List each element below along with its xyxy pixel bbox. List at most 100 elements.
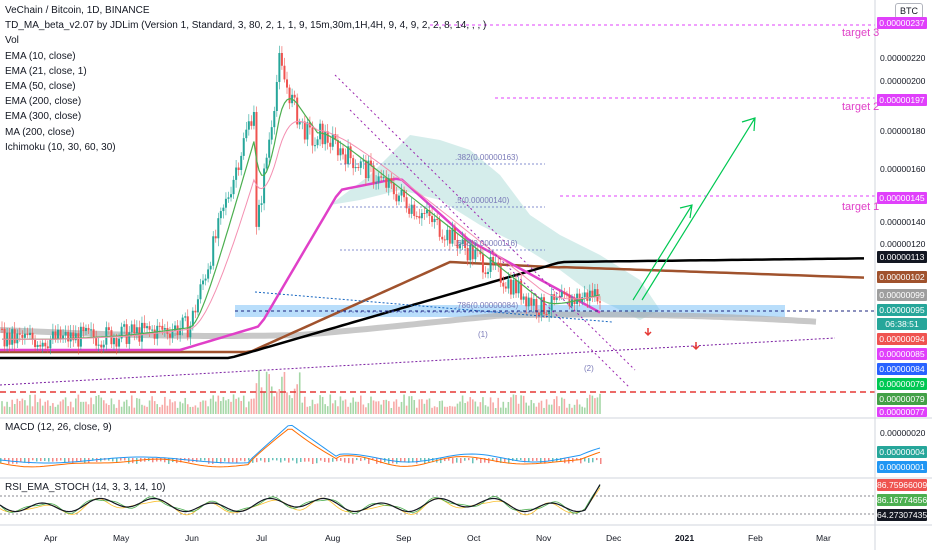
candle-body bbox=[504, 286, 507, 289]
candle-body bbox=[329, 142, 332, 147]
volume-bar bbox=[515, 394, 517, 414]
volume-bar bbox=[120, 406, 123, 414]
candle-body bbox=[558, 296, 561, 298]
macd-label[interactable]: MACD (12, 26, close, 9) bbox=[5, 422, 112, 433]
volume-bar bbox=[441, 400, 444, 414]
volume-bar bbox=[589, 394, 591, 414]
candle-body bbox=[425, 210, 428, 214]
time-tick: Jun bbox=[185, 533, 199, 543]
volume-bar bbox=[293, 388, 296, 414]
legend-line[interactable]: MA (200, close) bbox=[5, 126, 75, 138]
volume-bar bbox=[8, 406, 11, 414]
candle-body bbox=[13, 329, 16, 344]
macd-histogram-bar bbox=[448, 458, 450, 461]
candle-body bbox=[341, 148, 344, 155]
volume-bar bbox=[151, 396, 153, 414]
candle-body bbox=[349, 146, 352, 159]
macd-histogram-bar bbox=[124, 458, 126, 461]
legend-line[interactable]: EMA (10, close) bbox=[5, 50, 76, 62]
candle-body bbox=[207, 269, 210, 279]
volume-bar bbox=[143, 405, 146, 414]
macd-histogram-bar bbox=[72, 458, 74, 464]
candle-body bbox=[260, 203, 263, 205]
volume-bar bbox=[258, 370, 260, 414]
volume-bar bbox=[339, 396, 342, 414]
candle-body bbox=[92, 329, 95, 338]
candle-body bbox=[443, 239, 446, 241]
volume-bar bbox=[311, 399, 314, 414]
fib-382-label: .382(0.00000163) bbox=[455, 153, 519, 162]
main-pane[interactable] bbox=[0, 0, 875, 418]
candle-body bbox=[563, 291, 566, 295]
volume-bar bbox=[62, 399, 64, 414]
volume-bar bbox=[576, 399, 578, 414]
volume-bar bbox=[72, 407, 75, 414]
down-arrow bbox=[644, 328, 652, 337]
volume-bar bbox=[240, 400, 242, 414]
legend-line[interactable]: Ichimoku (10, 30, 60, 30) bbox=[5, 141, 116, 153]
candle-body bbox=[194, 310, 197, 313]
ema-10-line bbox=[2, 97, 601, 340]
volume-bar bbox=[393, 401, 395, 414]
candle-body bbox=[403, 189, 406, 198]
rsi-label[interactable]: RSI_EMA_STOCH (14, 3, 3, 14, 10) bbox=[5, 482, 166, 493]
candle-body bbox=[387, 178, 390, 188]
volume-bar bbox=[594, 398, 596, 414]
macd-histogram-bar bbox=[4, 458, 6, 461]
legend-line[interactable]: EMA (50, close) bbox=[5, 81, 76, 93]
candle-body bbox=[583, 292, 586, 298]
candle-body bbox=[397, 195, 400, 202]
legend-line[interactable]: TD_MA_beta_v2.07 by JDLim (Version 1, St… bbox=[5, 20, 487, 32]
candle-body bbox=[347, 146, 350, 165]
candle-body bbox=[26, 333, 29, 336]
volume-bar bbox=[466, 401, 469, 414]
candle-body bbox=[191, 310, 194, 326]
legend-line[interactable]: EMA (200, close) bbox=[5, 96, 82, 108]
macd-histogram-bar bbox=[308, 458, 310, 462]
volume-bar bbox=[324, 404, 326, 414]
candle-body bbox=[100, 344, 103, 348]
drawing-overlays bbox=[0, 24, 875, 393]
candle-body bbox=[288, 87, 291, 104]
rsi-pane bbox=[0, 484, 875, 516]
macd-histogram-bar bbox=[400, 458, 402, 462]
candle-body bbox=[497, 262, 500, 265]
candle-body bbox=[59, 329, 62, 340]
macd-histogram-bar bbox=[288, 458, 290, 463]
candle-body bbox=[550, 294, 553, 311]
volume-bar bbox=[525, 402, 528, 414]
legend-line[interactable]: EMA (300, close) bbox=[5, 111, 82, 123]
volume-bar bbox=[301, 402, 304, 414]
candle-body bbox=[115, 337, 118, 347]
candle-body bbox=[369, 160, 372, 166]
legend-line[interactable]: Vol bbox=[5, 35, 19, 47]
candle-body bbox=[377, 176, 380, 183]
volume-bar bbox=[270, 386, 273, 414]
macd-histogram-bar bbox=[48, 458, 50, 462]
volume-bar bbox=[329, 394, 332, 414]
volume-bar bbox=[489, 397, 492, 414]
volume-bar bbox=[365, 407, 367, 414]
macd-histogram-bar bbox=[216, 458, 218, 463]
volume-bar bbox=[319, 395, 321, 414]
macd-histogram-bar bbox=[516, 458, 518, 461]
volume-bar bbox=[110, 398, 113, 414]
candle-body bbox=[3, 328, 6, 347]
candle-body bbox=[242, 138, 245, 156]
candle-body bbox=[400, 189, 403, 196]
macd-histogram-bar bbox=[220, 458, 222, 464]
volume-bar bbox=[13, 404, 16, 414]
candle-body bbox=[265, 157, 268, 169]
volume-bar bbox=[502, 401, 505, 414]
symbol-title[interactable]: VeChain / Bitcoin, 1D, BINANCE bbox=[5, 5, 150, 16]
candle-body bbox=[545, 313, 548, 315]
candle-body bbox=[436, 218, 439, 220]
candle-body bbox=[222, 207, 225, 212]
volume-bar bbox=[181, 403, 184, 414]
legend-line[interactable]: EMA (21, close, 1) bbox=[5, 65, 87, 77]
volume-bar bbox=[538, 402, 540, 414]
candle-body bbox=[382, 177, 385, 179]
candle-body bbox=[405, 197, 408, 209]
macd-histogram-bar bbox=[544, 458, 546, 464]
